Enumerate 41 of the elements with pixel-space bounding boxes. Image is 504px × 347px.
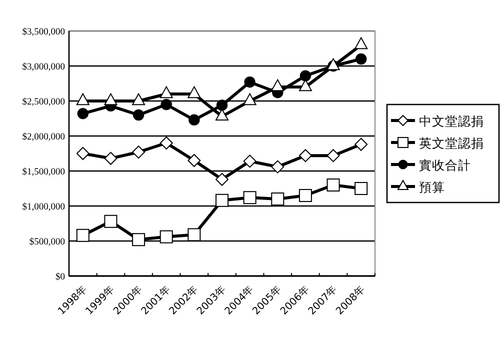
y-tick-label: $2,500,000 <box>22 98 66 108</box>
point <box>160 230 173 244</box>
point <box>243 154 256 168</box>
point <box>326 149 340 162</box>
point <box>76 147 90 160</box>
point <box>104 152 118 165</box>
legend-label: 中文堂認捐 <box>419 114 484 128</box>
point <box>77 108 89 120</box>
point <box>326 178 340 192</box>
point <box>271 192 284 206</box>
point <box>354 182 368 195</box>
point <box>132 109 144 121</box>
point <box>132 146 146 159</box>
point <box>160 98 172 110</box>
legend-label: 英文堂認捐 <box>419 136 484 150</box>
point <box>300 70 312 82</box>
point <box>188 228 201 242</box>
y-tick-label: $1,500,000 <box>22 168 66 178</box>
y-tick-label: $1,000,000 <box>22 202 66 212</box>
y-tick-label: $500,000 <box>29 238 66 248</box>
point <box>76 228 90 242</box>
point <box>188 114 200 126</box>
legend-label: 預算 <box>419 180 445 194</box>
point <box>160 136 173 150</box>
point <box>132 233 146 246</box>
y-tick-label: $3,000,000 <box>22 62 66 72</box>
point <box>298 149 312 162</box>
point <box>298 189 312 202</box>
point <box>355 53 367 65</box>
point <box>216 100 228 111</box>
point <box>216 172 228 186</box>
point <box>244 76 256 88</box>
point <box>243 191 256 204</box>
y-tick-label: $2,000,000 <box>22 132 66 142</box>
y-tick-label: $0 <box>56 272 66 282</box>
point <box>188 154 201 167</box>
y-tick-label: $3,500,000 <box>22 28 66 38</box>
point <box>216 194 228 207</box>
legend-label: 實收合計 <box>419 158 471 172</box>
point <box>104 214 118 228</box>
point <box>271 160 284 174</box>
